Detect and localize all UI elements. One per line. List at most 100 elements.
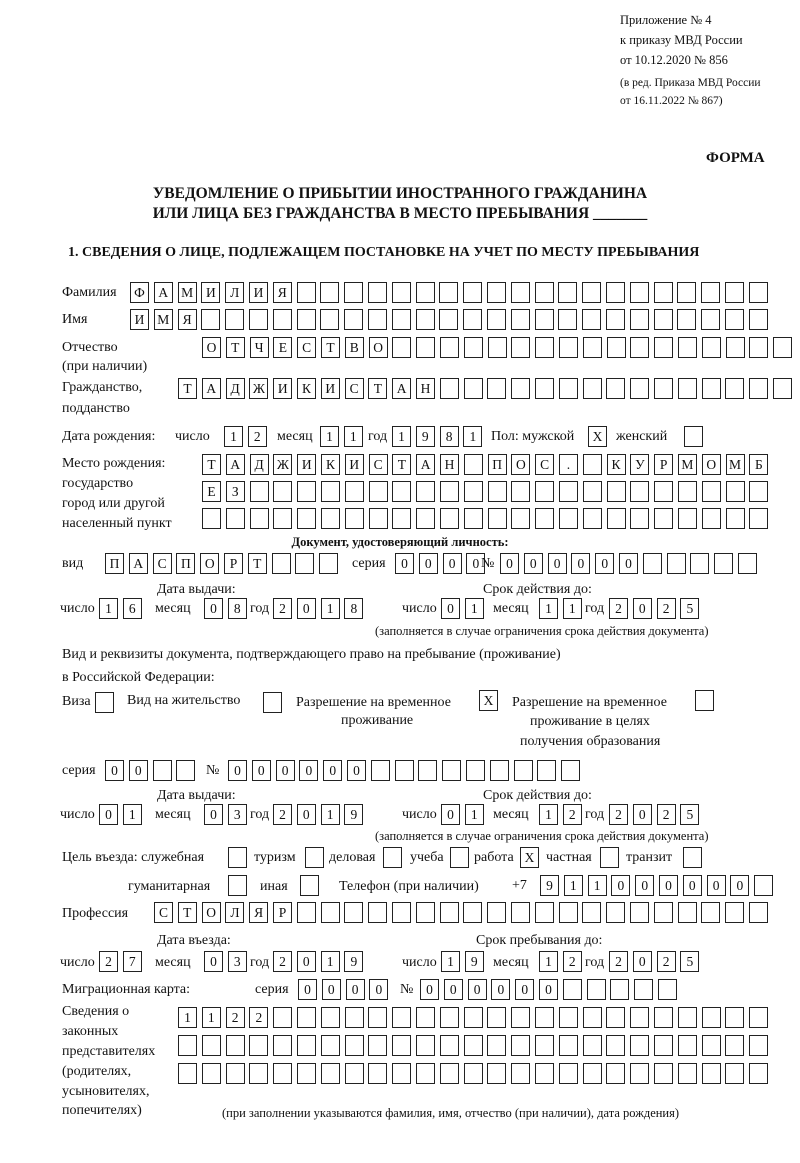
char-cell[interactable]: 1 (441, 951, 460, 972)
char-cell[interactable]: 0 (204, 951, 223, 972)
char-cell[interactable] (677, 282, 697, 303)
char-cell[interactable]: Ф (130, 282, 149, 303)
char-cell[interactable] (582, 309, 602, 330)
char-cell[interactable]: . (558, 454, 578, 475)
char-cell[interactable] (677, 378, 697, 399)
char-cell[interactable]: 0 (500, 553, 519, 574)
char-cell[interactable] (749, 508, 769, 529)
char-cell[interactable]: О (202, 337, 221, 358)
char-cell[interactable] (249, 1035, 269, 1056)
checkbox-cell[interactable] (600, 847, 619, 868)
temp-residence-checkbox[interactable]: X (479, 690, 498, 711)
char-cell[interactable] (202, 508, 221, 529)
char-cell[interactable] (344, 282, 364, 303)
char-cell[interactable] (582, 378, 602, 399)
char-cell[interactable]: Т (178, 378, 197, 399)
char-cell[interactable] (606, 378, 626, 399)
char-cell[interactable] (653, 1063, 673, 1084)
char-cell[interactable] (654, 337, 674, 358)
char-cell[interactable]: О (368, 337, 388, 358)
char-cell[interactable]: 1 (463, 426, 483, 447)
char-cell[interactable] (392, 1035, 412, 1056)
char-cell[interactable]: 0 (251, 760, 271, 781)
char-cell[interactable] (677, 1035, 697, 1056)
char-cell[interactable]: 0 (99, 804, 118, 825)
char-cell[interactable]: 3 (227, 804, 247, 825)
char-cell[interactable]: 2 (656, 804, 676, 825)
char-cell[interactable]: 0 (706, 875, 726, 896)
char-cell[interactable] (415, 1007, 435, 1028)
char-cell[interactable]: Д (225, 378, 245, 399)
char-cell[interactable]: И (320, 378, 340, 399)
purpose-business-checkbox[interactable] (383, 847, 402, 868)
char-cell[interactable] (368, 1063, 388, 1084)
char-cell[interactable] (297, 481, 317, 502)
char-cell[interactable]: 9 (344, 804, 364, 825)
char-cell[interactable] (439, 378, 459, 399)
purpose-private-checkbox[interactable] (600, 847, 619, 868)
char-cell[interactable] (630, 1007, 650, 1028)
char-cell[interactable]: 1 (320, 426, 339, 447)
char-cell[interactable]: 0 (611, 875, 631, 896)
char-cell[interactable]: П (487, 454, 507, 475)
char-cell[interactable] (511, 481, 531, 502)
char-cell[interactable] (439, 337, 459, 358)
char-cell[interactable]: Ч (249, 337, 269, 358)
char-cell[interactable]: З (225, 481, 245, 502)
char-cell[interactable]: Р (223, 553, 243, 574)
char-cell[interactable] (418, 760, 438, 781)
char-cell[interactable]: 2 (247, 426, 267, 447)
char-cell[interactable] (415, 282, 435, 303)
purpose-other-checkbox[interactable] (300, 875, 319, 896)
char-cell[interactable] (534, 309, 554, 330)
char-cell[interactable] (630, 1063, 650, 1084)
checkbox-cell[interactable]: X (588, 426, 607, 447)
char-cell[interactable]: 2 (273, 598, 292, 619)
char-cell[interactable] (463, 1063, 483, 1084)
residence-permit-checkbox[interactable] (263, 692, 282, 713)
char-cell[interactable]: Ж (249, 378, 269, 399)
char-cell[interactable] (273, 481, 293, 502)
char-cell[interactable] (582, 282, 602, 303)
char-cell[interactable]: 0 (443, 979, 463, 1000)
char-cell[interactable]: М (677, 454, 697, 475)
char-cell[interactable] (439, 1007, 459, 1028)
char-cell[interactable] (701, 508, 721, 529)
char-cell[interactable] (248, 309, 268, 330)
char-cell[interactable] (666, 553, 686, 574)
char-cell[interactable]: 2 (99, 951, 118, 972)
char-cell[interactable] (634, 979, 654, 1000)
char-cell[interactable] (725, 1035, 745, 1056)
char-cell[interactable] (561, 760, 581, 781)
char-cell[interactable]: 1 (539, 804, 558, 825)
char-cell[interactable] (320, 282, 340, 303)
char-cell[interactable] (320, 902, 340, 923)
char-cell[interactable] (273, 1007, 293, 1028)
char-cell[interactable] (677, 1007, 697, 1028)
char-cell[interactable]: 8 (344, 598, 364, 619)
char-cell[interactable] (630, 1035, 650, 1056)
char-cell[interactable]: 0 (467, 979, 487, 1000)
char-cell[interactable]: С (297, 337, 317, 358)
char-cell[interactable] (391, 309, 411, 330)
char-cell[interactable] (463, 1035, 483, 1056)
char-cell[interactable]: 0 (538, 979, 558, 1000)
char-cell[interactable] (487, 1035, 507, 1056)
char-cell[interactable] (558, 378, 578, 399)
char-cell[interactable]: 1 (587, 875, 607, 896)
char-cell[interactable] (714, 553, 734, 574)
char-cell[interactable]: 2 (562, 951, 582, 972)
char-cell[interactable] (558, 1063, 578, 1084)
char-cell[interactable] (724, 309, 744, 330)
char-cell[interactable]: Я (177, 309, 197, 330)
char-cell[interactable]: И (248, 282, 268, 303)
char-cell[interactable] (225, 309, 245, 330)
